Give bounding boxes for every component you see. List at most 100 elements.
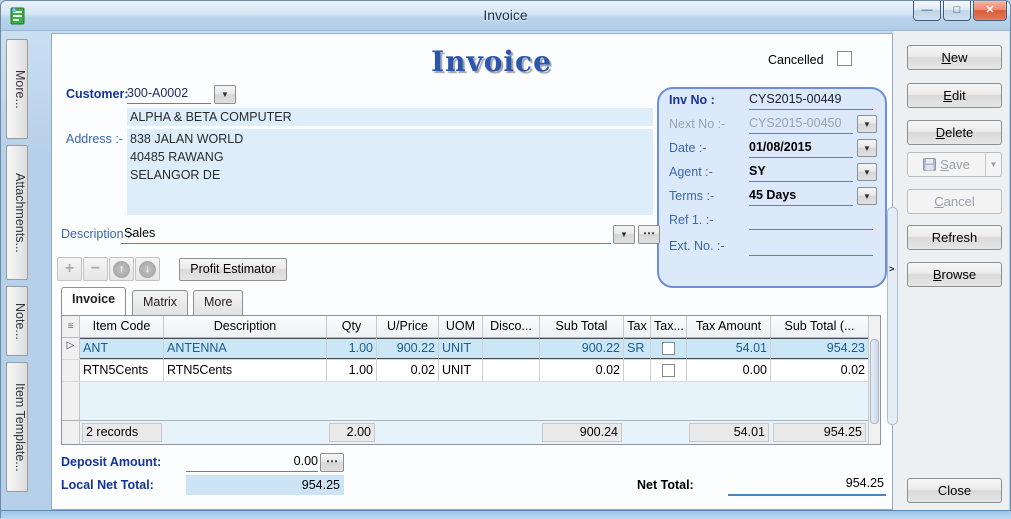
deposit-ellipsis-button[interactable]: ⋯ [320, 453, 344, 472]
customer-dropdown-button[interactable]: ▼ [214, 85, 236, 104]
description-field[interactable]: Sales [121, 226, 611, 244]
ref1-label: Ref 1. :- [669, 213, 714, 227]
cell-sub-total[interactable]: 900.22 [540, 338, 624, 359]
col-header-tax-inclusive[interactable]: Tax... [651, 316, 687, 337]
terms-label: Terms :- [669, 189, 715, 203]
cancelled-label: Cancelled [768, 53, 824, 67]
arrow-down-icon: ↓ [139, 261, 156, 278]
cell-uom[interactable]: UNIT [439, 360, 483, 381]
cell-discount[interactable] [483, 338, 540, 359]
add-row-button[interactable]: + [57, 257, 82, 281]
scrollbar-thumb[interactable] [870, 339, 879, 424]
customer-name-field[interactable]: ALPHA & BETA COMPUTER [127, 108, 653, 126]
table-header-row: ≡ Item Code Description Qty U/Price UOM … [62, 316, 880, 338]
side-tab-more[interactable]: More... [6, 39, 28, 139]
cell-qty[interactable]: 1.00 [327, 338, 377, 359]
col-header-discount[interactable]: Disco... [483, 316, 540, 337]
col-header-tax-amount[interactable]: Tax Amount [687, 316, 771, 337]
tab-invoice[interactable]: Invoice [61, 287, 127, 315]
date-dropdown-button[interactable]: ▼ [857, 139, 877, 157]
move-down-button[interactable]: ↓ [135, 257, 160, 281]
sub-total-total: 900.24 [542, 423, 622, 442]
browse-button[interactable]: Browse [907, 262, 1002, 287]
cell-tax-amount[interactable]: 0.00 [687, 360, 771, 381]
row-indicator-icon: ▷ [62, 338, 80, 359]
description-dropdown-button[interactable]: ▼ [613, 225, 635, 244]
agent-field[interactable]: SY [749, 164, 853, 182]
ref1-field[interactable] [749, 212, 873, 230]
table-row[interactable]: ▷ ANT ANTENNA 1.00 900.22 UNIT 900.22 SR… [62, 338, 880, 360]
cancel-button[interactable]: Cancel [907, 189, 1002, 214]
cell-item-code[interactable]: ANT [80, 338, 164, 359]
col-header-tax[interactable]: Tax [624, 316, 651, 337]
cell-u-price[interactable]: 0.02 [377, 360, 439, 381]
cell-description[interactable]: RTN5Cents [164, 360, 327, 381]
cell-qty[interactable]: 1.00 [327, 360, 377, 381]
new-button[interactable]: New [907, 45, 1002, 70]
close-window-button[interactable]: ✕ [973, 1, 1007, 21]
qty-total: 2.00 [329, 423, 375, 442]
tab-more[interactable]: More [193, 290, 244, 315]
cell-tax-amount[interactable]: 54.01 [687, 338, 771, 359]
side-tab-note[interactable]: Note... [6, 286, 28, 356]
minimize-button[interactable]: — [913, 1, 941, 21]
cell-discount[interactable] [483, 360, 540, 381]
cell-item-code[interactable]: RTN5Cents [80, 360, 164, 381]
col-header-sub-total-tax[interactable]: Sub Total (... [784, 319, 855, 333]
cell-u-price[interactable]: 900.22 [377, 338, 439, 359]
close-button[interactable]: Close [907, 478, 1002, 503]
net-total-value: 954.25 [728, 476, 886, 496]
cell-sub-total-tax[interactable]: 954.23 [826, 341, 865, 355]
deposit-amount-field[interactable]: 0.00 [186, 454, 318, 472]
col-header-uom[interactable]: UOM [439, 316, 483, 337]
restore-button[interactable]: □ [943, 1, 971, 21]
delete-button[interactable]: Delete [907, 120, 1002, 145]
cell-tax-inclusive[interactable] [651, 360, 687, 381]
col-header-qty[interactable]: Qty [327, 316, 377, 337]
ext-no-label: Ext. No. :- [669, 239, 725, 253]
table-row[interactable]: RTN5Cents RTN5Cents 1.00 0.02 UNIT 0.02 … [62, 360, 880, 382]
table-scrollbar[interactable] [868, 316, 880, 444]
side-tab-attachments[interactable]: Attachments... [6, 145, 28, 280]
col-header-item-code[interactable]: Item Code [80, 316, 164, 337]
sub-total-tax-total: 954.25 [773, 423, 866, 442]
edit-button[interactable]: Edit [907, 83, 1002, 108]
invoice-info-panel [657, 87, 887, 288]
tax-inclusive-checkbox[interactable] [662, 342, 675, 355]
cell-uom[interactable]: UNIT [439, 338, 483, 359]
next-no-field[interactable]: CYS2015-00450 [749, 116, 853, 134]
ext-no-field[interactable] [749, 238, 873, 256]
save-button[interactable]: Save ▼ [907, 152, 1002, 177]
date-field[interactable]: 01/08/2015 [749, 140, 853, 158]
remove-row-button[interactable]: − [83, 257, 108, 281]
cell-tax-inclusive[interactable] [651, 338, 687, 359]
panel-splitter[interactable]: > [887, 207, 898, 425]
profit-estimator-button[interactable]: Profit Estimator [179, 258, 287, 281]
cell-tax[interactable]: SR [624, 338, 651, 359]
agent-dropdown-button[interactable]: ▼ [857, 163, 877, 181]
tab-matrix[interactable]: Matrix [132, 290, 189, 315]
cell-tax[interactable] [624, 360, 651, 381]
column-customize-icon[interactable]: ≡ [62, 316, 80, 337]
terms-dropdown-button[interactable]: ▼ [857, 187, 877, 205]
terms-field[interactable]: 45 Days [749, 188, 853, 206]
save-dropdown-arrow[interactable]: ▼ [985, 153, 1001, 176]
address-field[interactable]: 838 JALAN WORLD 40485 RAWANG SELANGOR DE [127, 129, 653, 215]
customer-code-field[interactable]: 300-A0002 [127, 86, 211, 104]
deposit-amount-label: Deposit Amount: [61, 455, 162, 469]
refresh-button[interactable]: Refresh [907, 225, 1002, 250]
cell-sub-total-tax[interactable]: 0.02 [840, 363, 865, 377]
move-up-button[interactable]: ↑ [109, 257, 134, 281]
col-header-sub-total[interactable]: Sub Total [540, 316, 624, 337]
col-header-u-price[interactable]: U/Price [377, 316, 439, 337]
tax-inclusive-checkbox[interactable] [662, 364, 675, 377]
side-tab-item-template[interactable]: Item Template... [6, 362, 28, 492]
next-no-dropdown-button[interactable]: ▼ [857, 115, 877, 133]
cancelled-checkbox[interactable] [837, 51, 852, 66]
cell-description[interactable]: ANTENNA [164, 338, 327, 359]
description-ellipsis-button[interactable]: ⋯ [638, 225, 660, 244]
col-header-description[interactable]: Description [164, 316, 327, 337]
cell-sub-total[interactable]: 0.02 [540, 360, 624, 381]
inv-no-field[interactable]: CYS2015-00449 [749, 92, 873, 110]
